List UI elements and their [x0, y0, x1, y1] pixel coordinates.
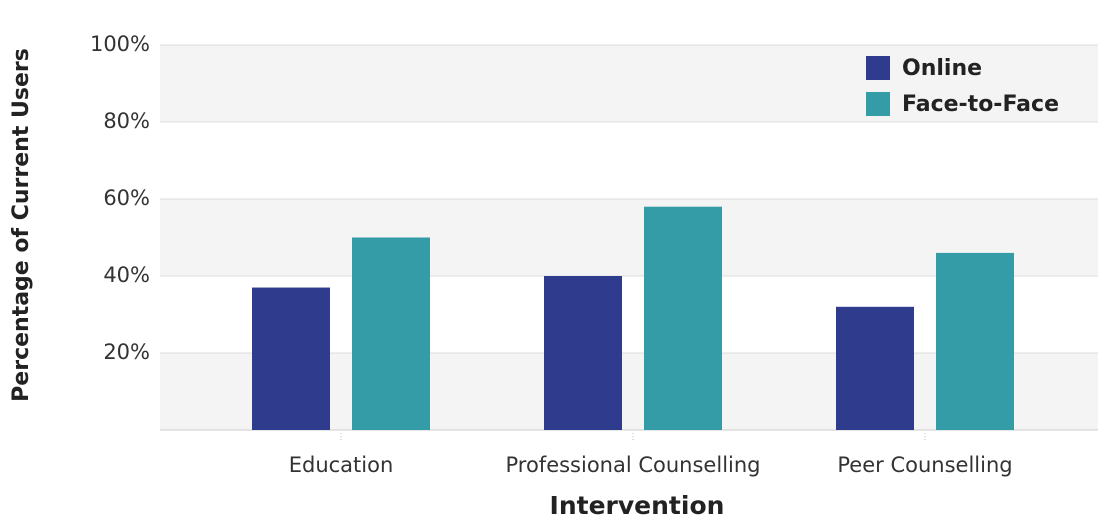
bar	[936, 252, 1014, 430]
y-tick-label: 60%	[103, 186, 150, 210]
x-tick-label: Professional Counselling	[505, 453, 760, 477]
y-tick-label: 100%	[90, 32, 150, 56]
bar	[644, 206, 722, 430]
legend-label: Online	[902, 56, 982, 81]
bar	[352, 237, 430, 430]
bar	[836, 306, 914, 430]
legend-swatch	[866, 92, 890, 116]
x-axis-title: Intervention	[550, 491, 725, 518]
x-tick-label: Education	[289, 453, 394, 477]
y-axis-title: Percentage of Current Users	[9, 48, 34, 402]
legend-swatch	[866, 56, 890, 80]
y-tick-label: 20%	[103, 340, 150, 364]
bar	[252, 287, 330, 430]
y-tick-label: 40%	[103, 263, 150, 287]
bar	[544, 276, 622, 430]
legend-label: Face-to-Face	[902, 92, 1059, 117]
grid-band	[160, 45, 1098, 122]
y-tick-label: 80%	[103, 109, 150, 133]
x-tick-label: Peer Counselling	[837, 453, 1012, 477]
